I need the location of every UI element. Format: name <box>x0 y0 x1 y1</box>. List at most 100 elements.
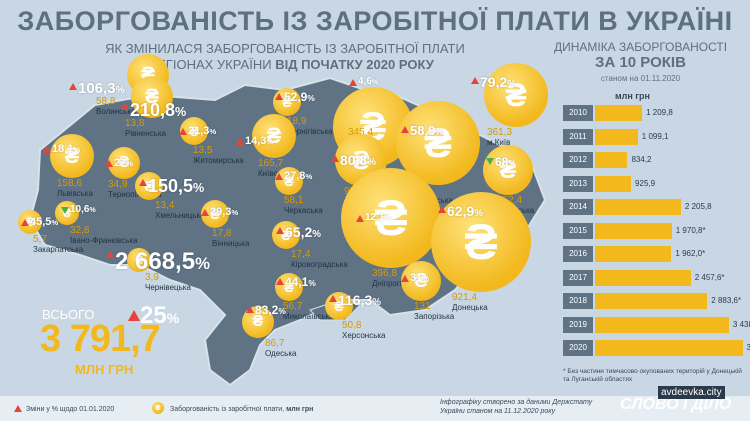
bar-value-label: 3 438,0* <box>732 319 750 329</box>
up-arrow-icon <box>179 128 187 135</box>
down-arrow-icon <box>61 207 69 214</box>
source-line1: Інфографіку створено за даними Держстату <box>440 399 593 406</box>
bar-value-label: 1 970,8* <box>675 225 706 235</box>
region-name: Вінницька <box>212 239 250 248</box>
footer <box>0 396 750 421</box>
up-arrow-icon <box>276 278 284 285</box>
bar-value-label: 1 962,0* <box>675 249 706 258</box>
bar-value-label: 1 209,8 <box>646 108 673 117</box>
region-change: 14,3% <box>245 135 274 147</box>
up-arrow-icon <box>121 103 129 110</box>
bar-value-label: 834,2 <box>631 155 652 164</box>
bar-year-label: 2010 <box>563 105 593 121</box>
dynamics-title: ДИНАМІКА ЗАБОРГОВАНОСТІ <box>553 40 728 54</box>
region-debt: 921,4 <box>452 292 478 303</box>
total-up-arrow-icon <box>128 310 140 321</box>
bar-value-label: 2 883,6* <box>711 296 742 305</box>
region-name: Волинська <box>96 107 136 116</box>
bar <box>595 293 708 309</box>
up-arrow-icon <box>438 206 446 213</box>
region-change: 21,3% <box>188 125 217 137</box>
bar-year-label: 2013 <box>563 175 593 192</box>
up-arrow-icon <box>69 83 77 90</box>
region-debt: 32,8 <box>70 225 90 236</box>
region-debt: 165,7 <box>258 158 284 169</box>
region-debt: 3,9 <box>145 272 159 283</box>
subtitle-line2a: В РЕГІОНАХ УКРАЇНИ <box>136 57 272 72</box>
region-debt: 13,8 <box>125 118 145 129</box>
subtitle-line1: ЯК ЗМІНИЛАСЯ ЗАБОРГОВАНІСТЬ ІЗ ЗАРОБІТНО… <box>105 41 465 56</box>
region-change: 150,5% <box>148 176 205 196</box>
region-coin-icon: ₴ <box>135 172 163 200</box>
region-change: 116,3% <box>338 292 381 308</box>
source-line2: України станом на 11.12.2020 року <box>440 408 556 415</box>
up-arrow-icon <box>201 209 209 216</box>
up-arrow-icon <box>276 227 284 234</box>
region-coin-icon: ₴ <box>50 134 94 178</box>
up-arrow-icon <box>356 215 364 222</box>
region-debt: 361,3 <box>487 127 513 138</box>
up-arrow-icon <box>139 179 147 186</box>
region-change: 106,3% <box>78 80 125 97</box>
region-name: Донецька <box>452 303 488 312</box>
region-coin-icon: ₴ <box>484 63 548 127</box>
region-name: м.Київ <box>487 138 511 147</box>
down-arrow-icon <box>486 158 494 165</box>
up-arrow-icon <box>401 275 409 282</box>
region-debt: 58,8 <box>96 96 116 107</box>
bar <box>595 222 672 239</box>
up-arrow-icon <box>43 146 51 153</box>
region-debt: 86,7 <box>265 338 285 349</box>
region-change: 80,8% <box>340 152 376 168</box>
total-value: 3 791,7 <box>40 318 161 360</box>
bar <box>595 128 638 145</box>
bar <box>595 316 729 333</box>
region-coin-icon: ₴ <box>252 114 296 158</box>
subtitle-line2b: ВІД ПОЧАТКУ 2020 РОКУ <box>275 57 434 72</box>
bar <box>595 340 743 356</box>
region-coin-icon: ₴ <box>273 88 301 116</box>
bar-year-label: 2018 <box>563 293 593 309</box>
region-change: 29,3% <box>210 206 239 218</box>
region-change: 79,2% <box>480 74 516 90</box>
region-debt: 50,8 <box>342 320 362 331</box>
region-debt: 58,1 <box>284 195 304 206</box>
region-coin-icon: ₴ <box>108 147 140 179</box>
up-arrow-icon <box>401 126 409 133</box>
region-change: 83,2% <box>255 303 286 317</box>
up-arrow-icon <box>275 173 283 180</box>
region-change: 12,1% <box>365 212 391 223</box>
bar-year-label: 2015 <box>563 222 593 239</box>
total-label: ВСЬОГО <box>42 307 95 322</box>
bar <box>595 105 643 121</box>
up-arrow-icon <box>246 306 254 313</box>
bar-year-label: 2017 <box>563 269 593 286</box>
up-arrow-icon <box>106 251 114 258</box>
region-name: Київська <box>258 169 290 178</box>
bar <box>595 269 691 286</box>
region-name: Миколаївська <box>283 312 334 321</box>
dynamics-unit: млн грн <box>615 91 650 101</box>
region-debt: 18,9 <box>287 116 307 127</box>
region-change: 4,6% <box>358 76 379 87</box>
region-name: Тернопільська <box>108 190 162 199</box>
region-name: Закарпатська <box>33 245 84 254</box>
bar-year-label: 2014 <box>563 199 593 215</box>
region-name: Чернівецька <box>145 283 191 292</box>
region-change: 10,6% <box>70 204 96 215</box>
region-change: 65,2% <box>285 224 321 240</box>
region-change: 62,9% <box>447 203 483 219</box>
region-name: Львівська <box>57 189 93 198</box>
region-name: Хмельницька <box>155 211 205 220</box>
legend-debt: Заборгованість із заробітної плати, млн … <box>170 406 314 413</box>
region-debt: 345,4 <box>348 127 374 138</box>
region-change: 31% <box>410 272 430 284</box>
bar-value-label: 1 099,1 <box>641 131 669 141</box>
region-debt: 396,8 <box>372 268 398 279</box>
dynamics-asof: станом на 01.11.2020 <box>600 74 681 83</box>
up-arrow-icon <box>471 77 479 84</box>
region-name: Черкаська <box>284 206 323 215</box>
bar-value-label: 925,9 <box>635 178 656 188</box>
up-arrow-icon <box>236 138 244 145</box>
region-debt: 13,5 <box>193 145 213 156</box>
